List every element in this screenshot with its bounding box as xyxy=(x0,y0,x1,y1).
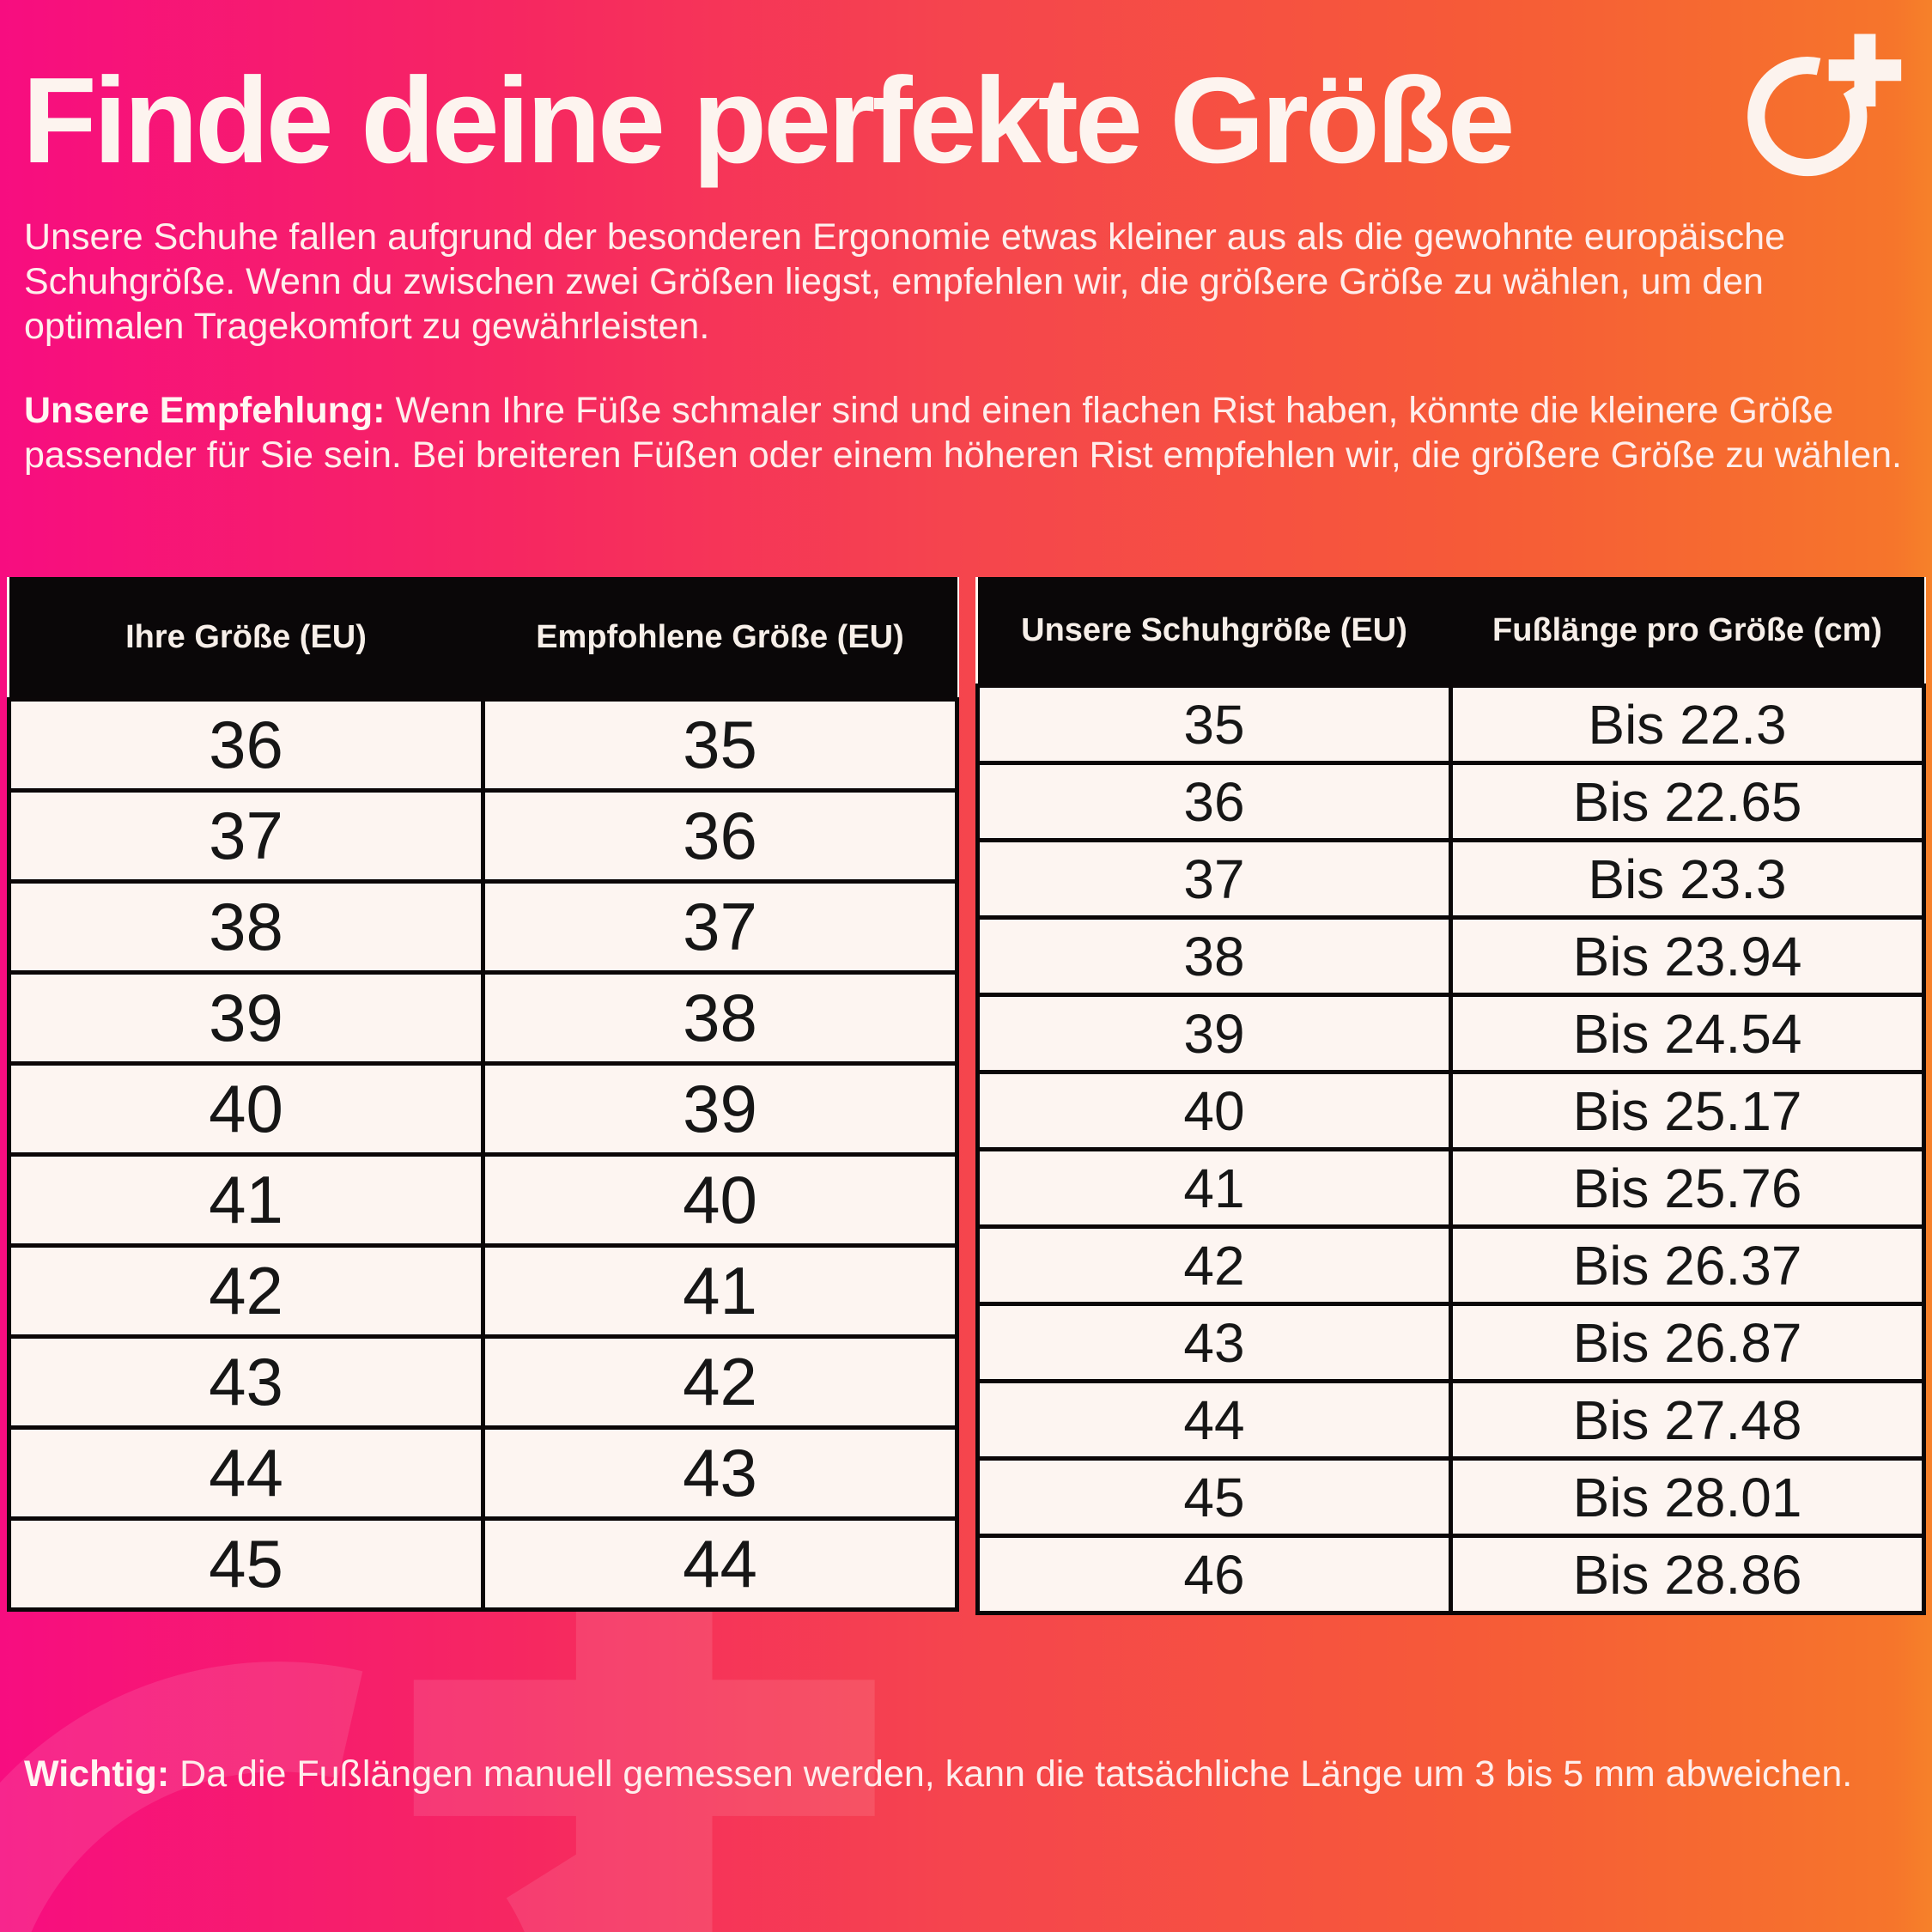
table-row: 45 Bis 28.01 xyxy=(975,1456,1926,1538)
table-row: 43 42 xyxy=(7,1334,959,1430)
table-cell: 35 xyxy=(975,683,1453,765)
table-row: 43 Bis 26.87 xyxy=(975,1302,1926,1383)
table-row: 42 41 xyxy=(7,1243,959,1339)
table-cell: Bis 25.76 xyxy=(1449,1147,1926,1229)
table-cell: 42 xyxy=(7,1243,485,1339)
table-row: 42 Bis 26.37 xyxy=(975,1224,1926,1306)
table-cell: Bis 22.65 xyxy=(1449,761,1926,842)
table-row: 41 40 xyxy=(7,1152,959,1248)
table-row: 36 Bis 22.65 xyxy=(975,761,1926,842)
table-cell: 40 xyxy=(481,1152,959,1248)
table-row: 37 Bis 23.3 xyxy=(975,838,1926,920)
table-cell: 35 xyxy=(481,697,959,793)
column-header: Ihre Größe (EU) xyxy=(9,577,483,700)
table-cell: 37 xyxy=(7,788,485,884)
table-cell: 38 xyxy=(7,879,485,975)
table-cell: 38 xyxy=(975,915,1453,997)
table-cell: 43 xyxy=(975,1302,1453,1383)
table-row: 41 Bis 25.76 xyxy=(975,1147,1926,1229)
recommendation-text: Wenn Ihre Füße schmaler sind und einen f… xyxy=(24,390,1902,476)
table-cell: 40 xyxy=(7,1061,485,1157)
table-row: 45 44 xyxy=(7,1516,959,1612)
foot-length-table: Unsere Schuhgröße (EU) Fußlänge pro Größe… xyxy=(975,577,1926,1615)
table-cell: 39 xyxy=(481,1061,959,1157)
table-cell: 36 xyxy=(975,761,1453,842)
important-note-label: Wichtig: xyxy=(24,1753,170,1795)
recommendation-label: Unsere Empfehlung: xyxy=(24,390,386,431)
important-note: Wichtig: Da die Fußlängen manuell gemess… xyxy=(24,1752,1909,1796)
table-row: 40 Bis 25.17 xyxy=(975,1070,1926,1151)
table-cell: 38 xyxy=(481,970,959,1066)
size-recommendation-table: Ihre Größe (EU) Empfohlene Größe (EU) 36 3… xyxy=(7,577,959,1612)
table-cell: 42 xyxy=(481,1334,959,1430)
table-cell: 46 xyxy=(975,1534,1453,1615)
recommendation-paragraph: Unsere Empfehlung: Wenn Ihre Füße schmal… xyxy=(24,388,1909,477)
table-cell: Bis 28.86 xyxy=(1449,1534,1926,1615)
table-cell: 36 xyxy=(7,697,485,793)
table-row: 44 Bis 27.48 xyxy=(975,1379,1926,1461)
o-plus-logo-icon xyxy=(1747,33,1902,177)
table-cell: Bis 22.3 xyxy=(1449,683,1926,765)
table-row: 39 Bis 24.54 xyxy=(975,993,1926,1074)
column-header: Fußlänge pro Größe (cm) xyxy=(1450,577,1924,686)
table-cell: Bis 26.37 xyxy=(1449,1224,1926,1306)
foot-length-table-header: Unsere Schuhgröße (EU) Fußlänge pro Größe… xyxy=(977,577,1924,686)
table-cell: 39 xyxy=(975,993,1453,1074)
table-cell: Bis 28.01 xyxy=(1449,1456,1926,1538)
table-cell: 44 xyxy=(7,1425,485,1521)
table-cell: 45 xyxy=(975,1456,1453,1538)
table-row: 40 39 xyxy=(7,1061,959,1157)
table-row: 38 Bis 23.94 xyxy=(975,915,1926,997)
table-cell: 43 xyxy=(7,1334,485,1430)
table-cell: 43 xyxy=(481,1425,959,1521)
table-cell: Bis 24.54 xyxy=(1449,993,1926,1074)
important-note-text: Da die Fußlängen manuell gemessen werden… xyxy=(169,1753,1853,1795)
table-cell: 37 xyxy=(975,838,1453,920)
table-cell: Bis 23.94 xyxy=(1449,915,1926,997)
table-cell: Bis 27.48 xyxy=(1449,1379,1926,1461)
table-cell: Bis 26.87 xyxy=(1449,1302,1926,1383)
table-cell: 37 xyxy=(481,879,959,975)
table-cell: 39 xyxy=(7,970,485,1066)
table-cell: 44 xyxy=(975,1379,1453,1461)
table-row: 38 37 xyxy=(7,879,959,975)
table-cell: 41 xyxy=(7,1152,485,1248)
table-cell: Bis 23.3 xyxy=(1449,838,1926,920)
table-row: 36 35 xyxy=(7,697,959,793)
column-header: Unsere Schuhgröße (EU) xyxy=(977,577,1451,686)
table-cell: 36 xyxy=(481,788,959,884)
table-cell: 44 xyxy=(481,1516,959,1612)
table-row: 46 Bis 28.86 xyxy=(975,1534,1926,1615)
table-row: 35 Bis 22.3 xyxy=(975,683,1926,765)
table-cell: 42 xyxy=(975,1224,1453,1306)
table-row: 44 43 xyxy=(7,1425,959,1521)
table-cell: Bis 25.17 xyxy=(1449,1070,1926,1151)
intro-paragraph: Unsere Schuhe fallen aufgrund der besond… xyxy=(24,216,1785,347)
column-header: Empfohlene Größe (EU) xyxy=(483,577,957,700)
page-title: Finde deine perfekte Größe xyxy=(22,52,1516,189)
table-cell: 40 xyxy=(975,1070,1453,1151)
table-row: 39 38 xyxy=(7,970,959,1066)
table-cell: 41 xyxy=(975,1147,1453,1229)
table-row: 37 36 xyxy=(7,788,959,884)
table-cell: 45 xyxy=(7,1516,485,1612)
table-cell: 41 xyxy=(481,1243,959,1339)
size-recommendation-table-header: Ihre Größe (EU) Empfohlene Größe (EU) xyxy=(9,577,957,700)
